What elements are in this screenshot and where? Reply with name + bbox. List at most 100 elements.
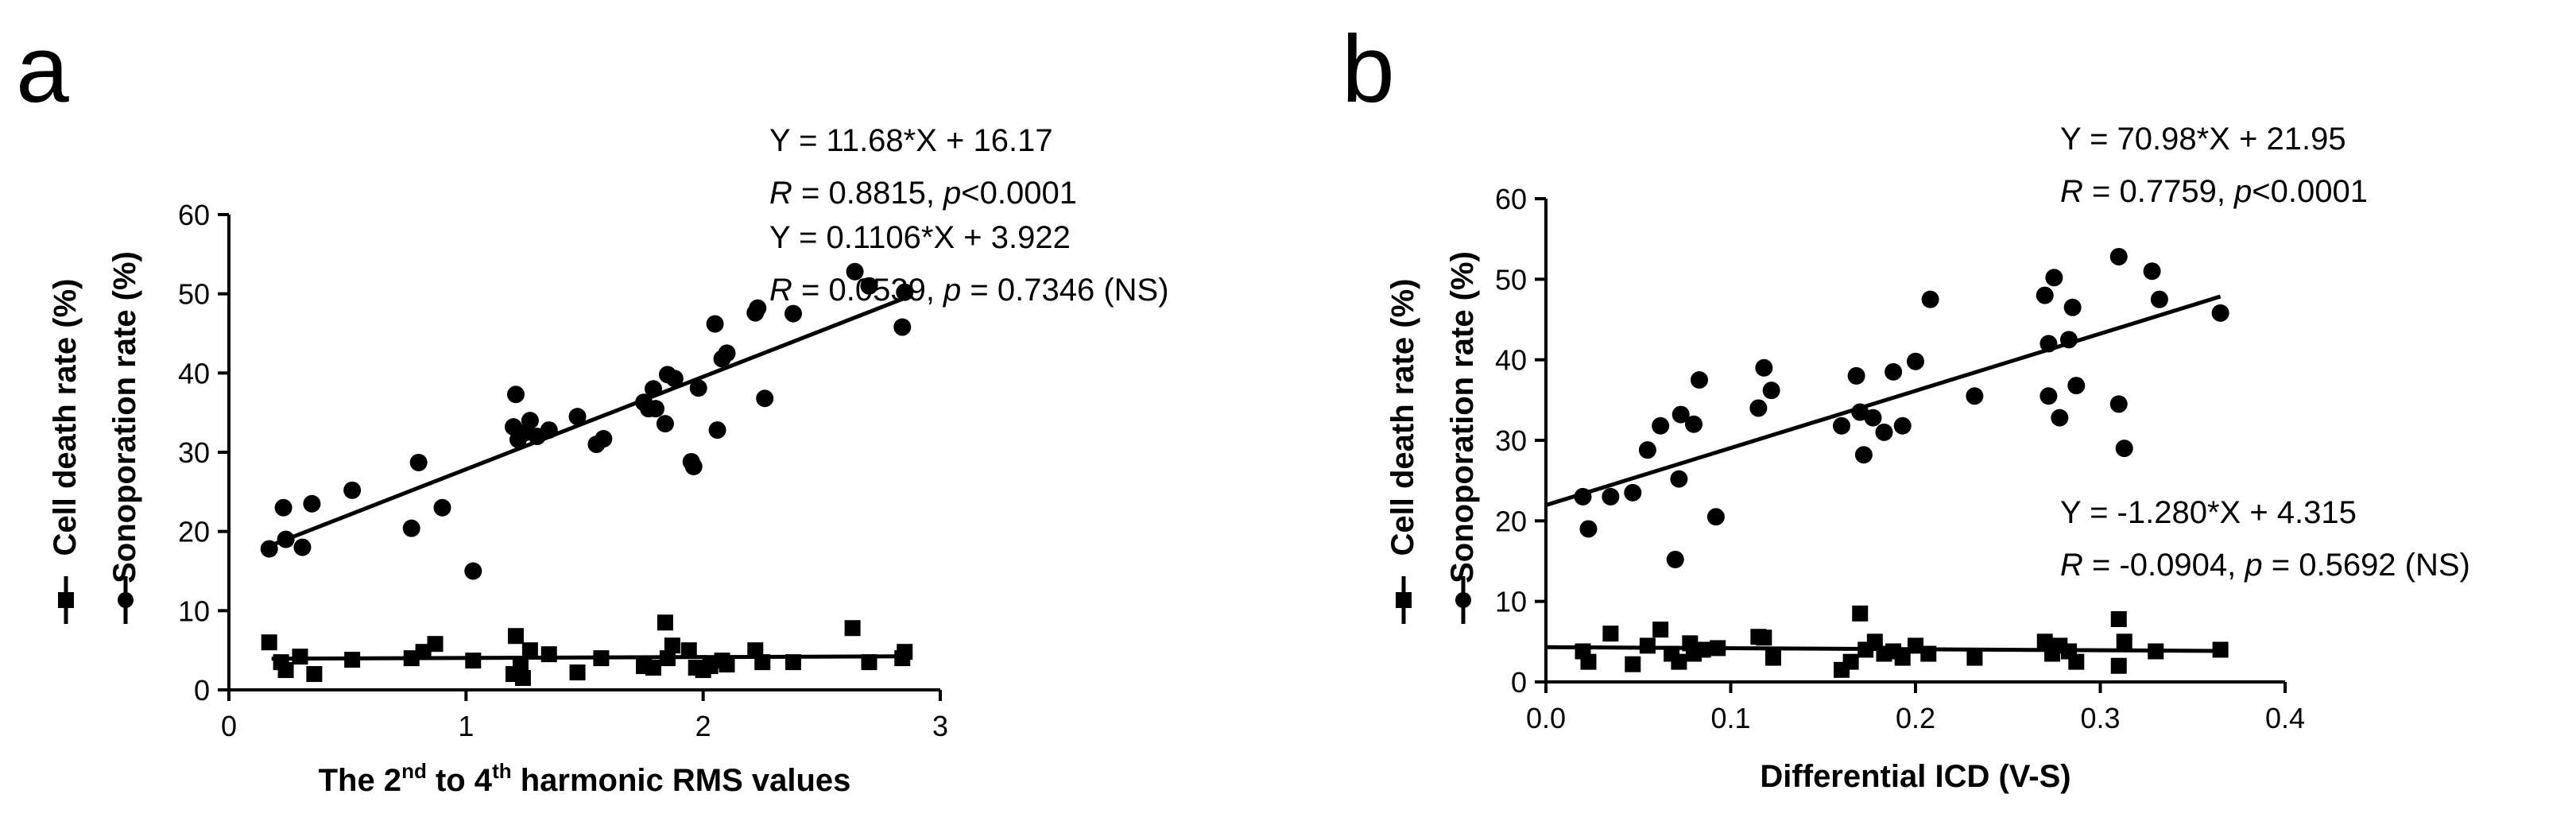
- fit-line-cell-death: [271, 654, 905, 661]
- x-axis-label-part: Differential ICD (V-S): [1760, 759, 2070, 794]
- fit-equation: Y = -1.280*X + 4.315: [2060, 495, 2357, 530]
- data-point-sonoporation: [647, 400, 664, 418]
- data-point-cell-death: [2212, 641, 2229, 658]
- data-point-sonoporation: [718, 344, 736, 362]
- fit-statistics: R = 0.8815, p<0.0001: [769, 176, 1077, 211]
- y-tick-label: 0: [194, 674, 210, 707]
- data-point-sonoporation: [521, 412, 539, 430]
- data-point-sonoporation: [293, 538, 312, 556]
- data-point-cell-death: [1756, 629, 1772, 646]
- data-point-cell-death: [785, 654, 802, 671]
- data-point-sonoporation: [2211, 304, 2229, 322]
- data-point-cell-death: [2036, 633, 2053, 650]
- data-point-sonoporation: [1966, 387, 1984, 405]
- y-tick-label: 60: [1495, 183, 1527, 215]
- data-point-cell-death: [1671, 653, 1687, 670]
- data-point-cell-death: [1966, 649, 1983, 666]
- data-point-cell-death: [1894, 649, 1911, 666]
- data-point-sonoporation: [1671, 405, 1690, 424]
- data-point-cell-death: [1652, 622, 1669, 638]
- data-point-cell-death: [1625, 656, 1641, 672]
- data-point-cell-death: [593, 650, 610, 667]
- data-point-sonoporation: [303, 494, 321, 513]
- p-symbol: p: [943, 273, 961, 308]
- data-point-cell-death: [2116, 633, 2132, 650]
- data-point-cell-death: [657, 614, 673, 631]
- data-point-cell-death: [2068, 653, 2085, 670]
- data-point-cell-death: [292, 649, 308, 665]
- y-tick-label: 50: [1495, 263, 1527, 296]
- x-tick-label: 0.1: [1710, 702, 1750, 734]
- r-value: = 0.7759,: [2083, 174, 2234, 209]
- p-symbol: p: [2244, 548, 2262, 583]
- data-point-sonoporation: [2109, 395, 2128, 413]
- data-point-cell-death: [1580, 653, 1597, 670]
- data-point-cell-death: [2110, 657, 2127, 674]
- data-point-cell-death: [645, 660, 662, 676]
- legend-marker-square: [58, 592, 74, 608]
- x-axis-label-sup: nd: [401, 759, 427, 783]
- data-point-sonoporation: [568, 408, 587, 426]
- data-point-cell-death: [277, 662, 294, 679]
- legend-marker-circle: [118, 592, 134, 608]
- data-point-cell-death: [680, 642, 697, 659]
- data-point-sonoporation: [2039, 335, 2058, 353]
- data-point-cell-death: [719, 657, 735, 673]
- y-tick-label: 20: [178, 516, 210, 548]
- data-point-cell-death: [754, 654, 771, 671]
- data-point-sonoporation: [1638, 441, 1656, 459]
- x-axis-label-part: The 2: [319, 763, 401, 798]
- data-point-cell-death: [1908, 637, 1923, 654]
- panel-label: b: [1342, 16, 1395, 122]
- fit-line-sonoporation: [270, 296, 906, 548]
- y-tick-label: 50: [178, 278, 210, 311]
- p-symbol: p: [2233, 174, 2252, 209]
- data-point-sonoporation: [1893, 416, 1912, 435]
- data-point-cell-death: [1710, 640, 1726, 657]
- data-point-cell-death: [306, 666, 323, 683]
- data-point-cell-death: [1764, 649, 1781, 666]
- data-point-cell-death: [897, 644, 913, 660]
- data-point-sonoporation: [409, 453, 428, 471]
- data-point-sonoporation: [1670, 470, 1688, 488]
- data-point-cell-death: [1842, 653, 1859, 670]
- data-point-sonoporation: [2063, 298, 2082, 316]
- data-point-sonoporation: [2115, 440, 2133, 458]
- data-point-sonoporation: [784, 304, 803, 323]
- legend-marker-circle: [1455, 592, 1471, 608]
- y-tick-label: 0: [1511, 666, 1527, 699]
- data-point-sonoporation: [343, 481, 362, 499]
- data-point-sonoporation: [1875, 423, 1893, 441]
- data-point-sonoporation: [893, 318, 912, 336]
- data-point-cell-death: [664, 637, 680, 654]
- p-symbol: p: [943, 176, 961, 211]
- fit-statistics: R = -0.0904, p = 0.5692 (NS): [2060, 548, 2470, 583]
- r-symbol: R: [2060, 174, 2083, 209]
- data-point-sonoporation: [2059, 331, 2078, 349]
- data-point-sonoporation: [274, 498, 292, 517]
- data-point-sonoporation: [665, 370, 684, 388]
- data-point-sonoporation: [433, 498, 451, 517]
- data-point-sonoporation: [2067, 377, 2086, 395]
- data-point-cell-death: [344, 652, 361, 668]
- data-point-sonoporation: [1690, 371, 1708, 389]
- y-tick-label: 30: [178, 436, 210, 469]
- data-point-sonoporation: [1885, 362, 1903, 381]
- data-point-sonoporation: [846, 262, 864, 281]
- data-point-sonoporation: [2109, 247, 2128, 265]
- x-tick-label: 0.4: [2265, 702, 2305, 734]
- data-point-sonoporation: [1864, 409, 1882, 427]
- data-point-cell-death: [540, 646, 557, 663]
- fit-equation: Y = 11.68*X + 16.17: [769, 123, 1053, 158]
- data-point-sonoporation: [1685, 415, 1702, 433]
- p-value: = 0.7346 (NS): [961, 273, 1168, 308]
- p-value: <0.0001: [961, 176, 1077, 211]
- data-point-sonoporation: [506, 385, 525, 404]
- x-axis-label: The 2nd to 4th harmonic RMS values: [319, 759, 851, 798]
- data-point-cell-death: [1920, 645, 1937, 662]
- data-point-cell-death: [1602, 626, 1619, 642]
- data-point-sonoporation: [756, 389, 774, 408]
- data-point-sonoporation: [1847, 366, 1865, 385]
- data-point-cell-death: [861, 654, 877, 671]
